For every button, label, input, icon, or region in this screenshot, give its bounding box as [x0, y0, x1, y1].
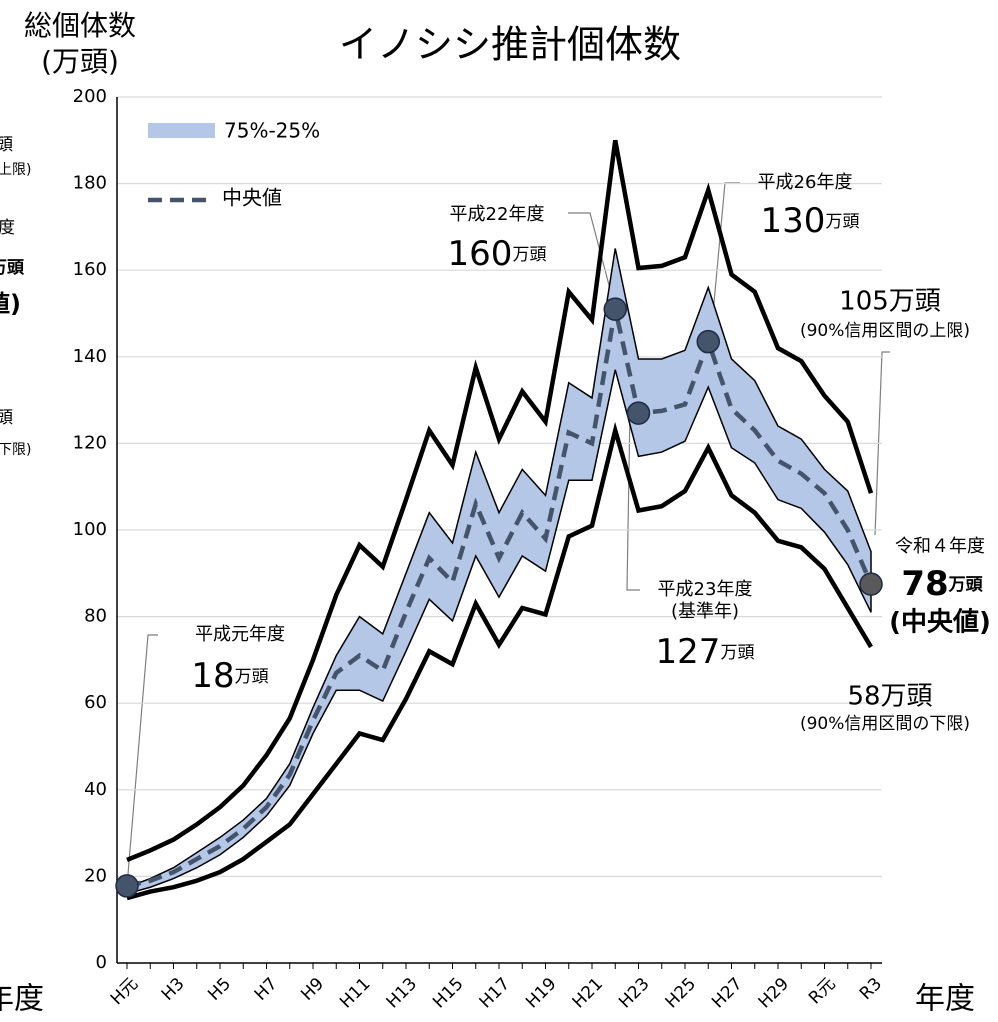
y-axis-title: (万頭) [41, 45, 119, 78]
annotation-value: 78万頭 [901, 564, 983, 604]
leader-line [874, 351, 890, 536]
annotation-number: 127 [656, 632, 721, 672]
annotation: (90%信用区間の下限) [800, 714, 970, 734]
x-tick-label: H23 [615, 974, 653, 1012]
annotation-number: 18 [191, 656, 234, 696]
marker [859, 572, 883, 596]
x-tick-label: H7 [251, 974, 282, 1005]
annotation-value: 18万頭 [191, 656, 268, 696]
annotation-unit: 万頭 [825, 212, 859, 232]
x-tick-label: H11 [336, 974, 374, 1012]
y-tick-label: 40 [84, 779, 107, 800]
legend-swatch [148, 123, 215, 138]
x-tick-label: R3 [856, 974, 886, 1004]
clipped-text: 度 [0, 218, 15, 238]
x-tick-label: H5 [204, 974, 235, 1005]
lower-line [126, 421, 873, 901]
clipped-text: 万頭 [0, 258, 25, 278]
annotation: 58万頭 [847, 682, 932, 712]
annotation: (中央値) [889, 608, 991, 638]
legend-label: 75%-25% [224, 119, 320, 143]
y-tick-label: 160 [73, 259, 107, 280]
annotation-unit: 万頭 [512, 245, 546, 265]
annotation-value: 127万頭 [656, 632, 755, 672]
clipped-text: 下限) [0, 442, 31, 458]
annotation: 平成26年度 [758, 172, 853, 193]
x-tick-label: H13 [383, 974, 421, 1012]
annotation: 平成元年度 [195, 624, 285, 645]
annotation: (90%信用区間の上限) [800, 321, 970, 341]
annotation: 令和４年度 [895, 536, 985, 557]
y-tick-label: 80 [84, 606, 107, 627]
upper-line [126, 139, 874, 863]
clipped-text: 値) [0, 290, 21, 318]
marker [115, 874, 139, 898]
marker [696, 329, 720, 354]
y-axis-title: 総個体数 [24, 9, 136, 42]
y-tick-label: 60 [84, 692, 107, 713]
x-tick-label: H21 [569, 974, 607, 1012]
annotation-value: 160万頭 [448, 234, 547, 274]
annotation-value: 130万頭 [761, 201, 860, 241]
x-tick-label: H元 [107, 974, 142, 1009]
chart-title: イノシシ推計個体数 [339, 23, 681, 67]
y-tick-label: 140 [73, 346, 107, 367]
clipped-text: 上限) [0, 162, 31, 178]
x-tick-label: H17 [476, 974, 514, 1012]
x-tick-label: H29 [755, 974, 793, 1012]
clipped-texts: 頭 上限) 度 万頭 値) 頭 下限) 年度 [0, 135, 44, 1017]
x-tick-label: H19 [522, 974, 560, 1012]
x-tick-label: H15 [429, 974, 467, 1012]
annotation-unit: 万頭 [948, 575, 984, 595]
leader-line [126, 634, 158, 887]
marker [626, 401, 651, 425]
clipped-text: 頭 [0, 135, 13, 155]
median-line [126, 308, 874, 889]
annotation-unit: 万頭 [235, 667, 269, 687]
y-tick-label: 100 [73, 519, 107, 540]
annotation-unit: 万頭 [720, 643, 754, 663]
annotation: (基準年) [671, 601, 739, 622]
x-axis-title: 年度 [915, 982, 975, 1017]
x-tick-label: H3 [158, 974, 189, 1005]
y-tick-label: 200 [73, 86, 107, 107]
x-tick-label: H9 [297, 974, 328, 1005]
leader-line [568, 212, 616, 309]
legend-label: 中央値 [222, 186, 282, 210]
annotation: 平成22年度 [450, 204, 545, 225]
x-tick-label: H25 [662, 974, 700, 1012]
clipped-text: 年度 [0, 982, 44, 1017]
annotation-number: 130 [761, 201, 826, 241]
y-tick-label: 120 [73, 432, 107, 453]
annotation: 105万頭 [839, 287, 941, 317]
annotation-number: 160 [448, 234, 513, 274]
marker [603, 297, 627, 321]
band [126, 248, 872, 895]
x-tick-label: R元 [805, 974, 840, 1009]
y-tick-label: 0 [96, 952, 107, 973]
y-tick-label: 20 [84, 865, 107, 886]
x-tick-label: H27 [708, 974, 746, 1012]
clipped-text: 頭 [0, 408, 13, 428]
annotation-number: 78 [901, 564, 948, 604]
y-tick-label: 180 [73, 173, 107, 194]
annotation: 平成23年度 [658, 579, 753, 600]
